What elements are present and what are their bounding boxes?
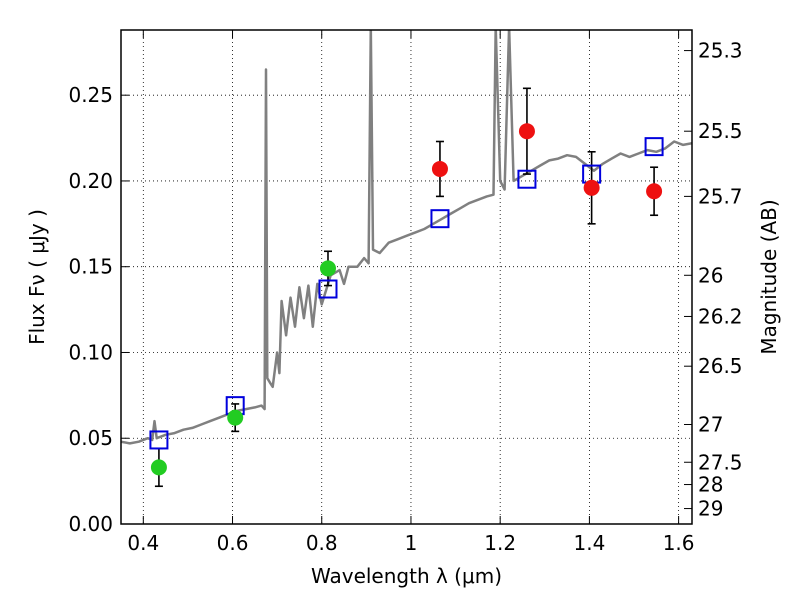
x-tick-label: 0.8: [306, 531, 338, 555]
y2-axis-label: Magnitude (AB): [757, 199, 781, 354]
red-point: [431, 160, 448, 177]
x-tick-label: 0.6: [217, 531, 249, 555]
y2-tick-label: 25.7: [698, 184, 743, 208]
grid: [121, 30, 692, 525]
y2-tick-label: 25.5: [698, 119, 743, 143]
y2-tick-label: 25.3: [698, 39, 743, 63]
y-tick-label: 0.00: [68, 512, 113, 536]
y-tick-label: 0.25: [68, 83, 113, 107]
y-tick-label: 0.05: [68, 426, 113, 450]
red-point: [646, 183, 663, 200]
red-point: [518, 123, 535, 140]
y2-tick-label: 27.5: [698, 450, 743, 474]
y2-tick-label: 26.5: [698, 354, 743, 378]
x-tick-label: 1: [405, 531, 418, 555]
x-tick-label: 1.2: [484, 531, 516, 555]
y-tick-label: 0.20: [68, 169, 113, 193]
y2-tick-label: 28: [698, 473, 723, 497]
plot-area: [121, 30, 692, 488]
model-box: [430, 209, 450, 229]
y2-tick-label: 26: [698, 263, 723, 287]
green-point: [319, 260, 336, 277]
spectrum-line: [121, 30, 692, 445]
green-point: [150, 459, 167, 476]
x-tick-label: 1.4: [573, 531, 605, 555]
model-box: [149, 430, 169, 450]
y-axis-label: Flux Fν ( μJy ): [25, 209, 49, 345]
model-box: [644, 137, 664, 157]
x-tick-label: 1.6: [663, 531, 695, 555]
y-tick-label: 0.15: [68, 255, 113, 279]
axes: 0.4 0.6 0.8 1 1.2 1.4 1.6 0.00 0.05 0.10 0.15 0.20 0…: [68, 29, 743, 555]
y2-tick-label: 29: [698, 497, 723, 521]
y-tick-label: 0.10: [68, 340, 113, 364]
x-axis-label: Wavelength λ (μm): [311, 564, 502, 588]
x-tick-label: 0.4: [127, 531, 159, 555]
y2-tick-label: 26.2: [698, 304, 743, 328]
y2-tick-label: 27: [698, 413, 723, 437]
model-box: [318, 279, 338, 299]
green-point: [227, 409, 244, 426]
plot-frame: [120, 29, 693, 525]
model-box: [517, 169, 537, 189]
red-point: [583, 179, 600, 196]
